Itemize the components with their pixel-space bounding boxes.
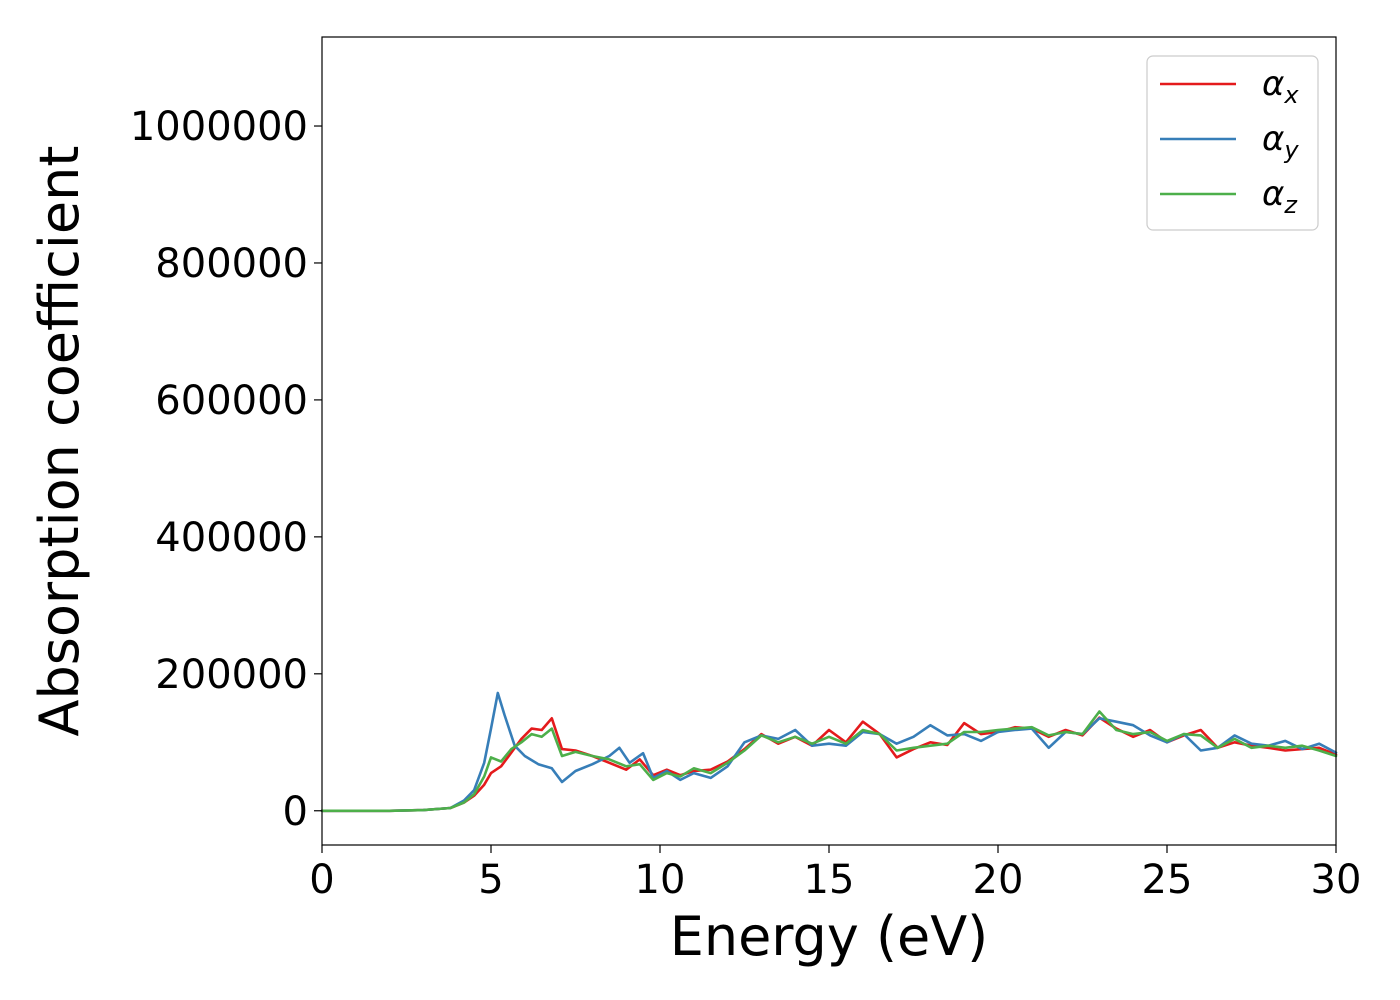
- series-line-y: [320, 691, 1338, 813]
- x-axis-ticks: 0 5 10 15 20 25 30: [309, 845, 1361, 903]
- y-tick-label: 600000: [155, 378, 308, 424]
- y-tick-label: 1000000: [130, 104, 308, 150]
- x-tick-label: 25: [1142, 857, 1193, 903]
- plot-lines-group: [320, 691, 1338, 813]
- legend-label-y: αy: [1262, 119, 1299, 164]
- legend-label-z: αz: [1262, 174, 1298, 219]
- series-line-x: [320, 716, 1338, 813]
- y-tick-label: 400000: [155, 515, 308, 561]
- x-tick-label: 5: [478, 857, 503, 903]
- x-tick-label: 20: [973, 857, 1024, 903]
- x-tick-label: 10: [635, 857, 686, 903]
- y-tick-label: 0: [283, 789, 308, 835]
- legend-label-x: αx: [1262, 64, 1299, 109]
- legend-box: [1146, 55, 1319, 231]
- y-tick-label: 200000: [155, 652, 308, 698]
- legend-entries: αx αy αz: [1160, 64, 1299, 219]
- series-line-z: [320, 710, 1338, 813]
- y-axis-ticks: 0 200000 400000 600000 800000 1000000: [130, 104, 322, 835]
- x-tick-label: 15: [804, 857, 855, 903]
- x-tick-label: 0: [309, 857, 334, 903]
- legend: αx αy αz: [1146, 55, 1319, 231]
- x-axis-label: Energy (eV): [670, 905, 989, 968]
- y-tick-label: 800000: [155, 241, 308, 287]
- y-axis-label: Absorption coefficient: [28, 146, 91, 737]
- x-tick-label: 30: [1311, 857, 1362, 903]
